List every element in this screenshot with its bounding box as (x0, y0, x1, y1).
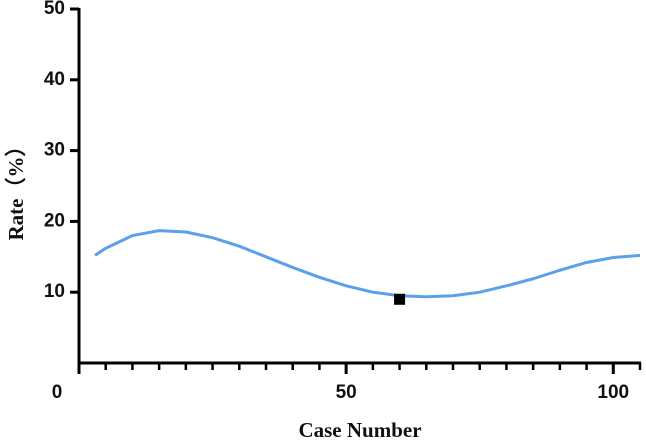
point (394, 293, 406, 305)
y-tick-label: 40 (44, 69, 65, 90)
x-tick-label: 0 (52, 382, 63, 403)
x-axis-title: Case Number (298, 418, 421, 442)
x-tick-label: 100 (597, 382, 629, 403)
y-tick-label: 30 (44, 140, 65, 161)
y-tick-label: 20 (44, 210, 65, 231)
x-tick-label: 50 (336, 382, 357, 403)
y-tick-label: 10 (44, 281, 65, 302)
y-tick-label: 50 (44, 0, 65, 19)
line-series (94, 229, 641, 299)
y-axis-title: Rate（%） (4, 136, 28, 241)
